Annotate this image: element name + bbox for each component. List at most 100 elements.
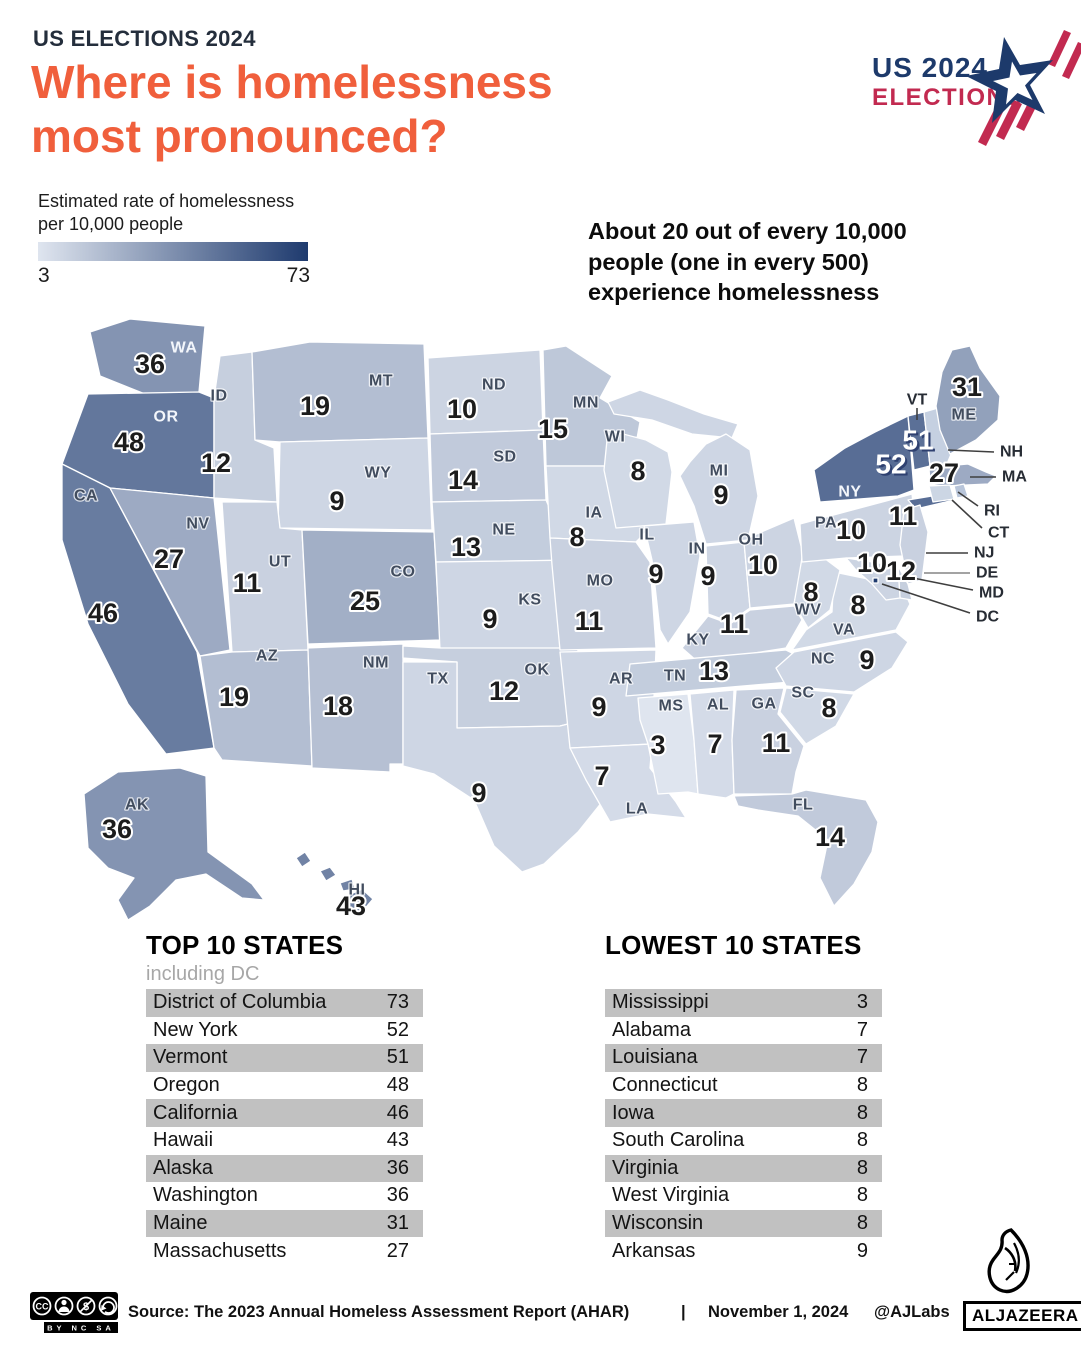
- state-abbr-az: AZ: [256, 648, 278, 665]
- elections-logo-text-top: US 2024: [872, 52, 988, 83]
- source-text: Source: The 2023 Annual Homeless Assessm…: [128, 1303, 630, 1321]
- state-value-nc: 9: [859, 645, 874, 675]
- row-state-value: 48: [386, 1074, 409, 1097]
- row-state-name: Oregon: [153, 1074, 220, 1097]
- row-state-name: Alabama: [612, 1018, 691, 1041]
- state-shape-nh: [923, 407, 953, 467]
- state-abbr-ks: KS: [518, 592, 541, 609]
- callout-line-ri: [957, 491, 979, 507]
- row-state-name: West Virginia: [612, 1184, 730, 1207]
- state-value-ga: 11: [762, 728, 791, 758]
- state-value-wy: 9: [329, 486, 344, 516]
- state-value-sc: 8: [821, 693, 836, 723]
- row-state-value: 3: [856, 991, 868, 1014]
- state-shape-sc: [779, 687, 855, 745]
- state-abbr-sc: SC: [791, 685, 814, 702]
- row-state-value: 73: [386, 991, 409, 1014]
- footer-date: November 1, 2024: [708, 1303, 849, 1321]
- table-row: Hawaii 43: [146, 1127, 423, 1155]
- callout-label-ma: MA: [1002, 469, 1027, 486]
- row-state-name: Connecticut: [612, 1074, 718, 1097]
- svg-text:BY NC SA: BY NC SA: [47, 1324, 115, 1333]
- row-state-value: 36: [386, 1184, 409, 1207]
- table-row: Arkansas 9: [605, 1237, 882, 1265]
- state-shape-wi: [603, 429, 673, 529]
- state-abbr-wi: WI: [605, 429, 626, 446]
- state-shape-nv: [109, 487, 231, 657]
- state-value-nm: 18: [323, 691, 353, 721]
- table-row: Wisconsin 8: [605, 1209, 882, 1238]
- callout-line-ct: [951, 499, 983, 529]
- state-value-shadow-vt: 51: [905, 427, 936, 458]
- row-state-value: 46: [386, 1101, 409, 1124]
- row-state-value: 8: [856, 1101, 868, 1124]
- top-10-subtitle: including DC: [146, 963, 260, 985]
- footer-separator: |: [681, 1303, 686, 1321]
- state-shape-mt: [251, 341, 429, 443]
- state-shape-ak: [83, 767, 265, 921]
- state-value-nd: 10: [447, 394, 477, 424]
- state-abbr-oh: OH: [739, 532, 764, 549]
- callout-label-dc: DC: [976, 609, 1000, 626]
- row-state-name: Washington: [153, 1184, 258, 1207]
- state-abbr-ny: NY: [838, 484, 861, 501]
- state-abbr-ok: OK: [525, 662, 550, 679]
- row-state-value: 9: [856, 1239, 868, 1262]
- row-state-name: Wisconsin: [612, 1212, 704, 1235]
- row-state-value: 8: [856, 1074, 868, 1097]
- state-abbr-al: AL: [707, 697, 729, 714]
- state-abbr-in: IN: [689, 541, 706, 558]
- table-row: Washington 36: [146, 1182, 423, 1210]
- creative-commons-license-icon: CC $ BY NC SA: [30, 1292, 118, 1333]
- state-value-ny: 52: [875, 449, 906, 480]
- state-abbr-ca: CA: [74, 488, 98, 505]
- state-abbr-ms: MS: [659, 698, 684, 715]
- lowest-10-table: LOWEST 10 STATES Mississippi 3 Alabama 7 Lou…: [605, 930, 882, 1265]
- state-abbr-va: VA: [833, 622, 855, 639]
- callout-label-ri: RI: [984, 503, 1000, 520]
- state-value-oh: 10: [748, 550, 778, 580]
- state-shape-az: [199, 649, 313, 767]
- state-abbr-ga: GA: [752, 696, 777, 713]
- state-abbr-tx: TX: [427, 671, 448, 688]
- row-state-name: Maine: [153, 1212, 208, 1235]
- row-state-value: 43: [386, 1129, 409, 1152]
- callout-label-de: DE: [976, 565, 999, 582]
- state-shape-nc: [775, 631, 909, 693]
- state-value-or: 48: [114, 427, 144, 457]
- lowest-10-title: LOWEST 10 STATES: [605, 930, 862, 960]
- row-state-value: 36: [386, 1156, 409, 1179]
- state-abbr-hi: HI: [349, 882, 366, 899]
- state-value-ia: 8: [569, 522, 584, 552]
- table-row: Connecticut 8: [605, 1072, 882, 1100]
- row-state-value: 52: [386, 1018, 409, 1041]
- state-abbr-mo: MO: [587, 573, 614, 590]
- state-value-wa: 36: [135, 349, 165, 379]
- state-value-mo: 11: [575, 606, 604, 636]
- state-shape-ms: [637, 693, 699, 795]
- state-abbr-mt: MT: [369, 373, 393, 390]
- state-value-in: 9: [700, 561, 715, 591]
- table-row: Maine 31: [146, 1209, 423, 1238]
- state-shape-in: [705, 541, 751, 623]
- table-row: Iowa 8: [605, 1099, 882, 1127]
- row-state-value: 8: [856, 1129, 868, 1152]
- row-state-value: 51: [386, 1046, 409, 1069]
- state-value-ne: 13: [451, 532, 481, 562]
- state-abbr-sd: SD: [493, 449, 516, 466]
- state-value-al: 7: [707, 729, 722, 759]
- row-state-name: District of Columbia: [153, 991, 327, 1014]
- state-value-sd: 14: [448, 465, 478, 495]
- state-abbr-nd: ND: [482, 377, 506, 394]
- map-annotation: About 20 out of every 10,000 people (one…: [588, 218, 907, 306]
- state-value-md: 10: [857, 548, 887, 578]
- table-row: Massachusetts 27: [146, 1237, 423, 1265]
- state-value-vt: 51: [902, 425, 933, 456]
- row-state-name: Massachusetts: [153, 1239, 287, 1262]
- state-abbr-ky: KY: [686, 632, 709, 649]
- row-state-name: Mississippi: [612, 991, 709, 1014]
- state-value-nj: 11: [889, 501, 918, 531]
- state-shape-ri: [953, 483, 969, 499]
- state-value-ar: 9: [591, 692, 606, 722]
- state-value-co: 25: [350, 586, 380, 616]
